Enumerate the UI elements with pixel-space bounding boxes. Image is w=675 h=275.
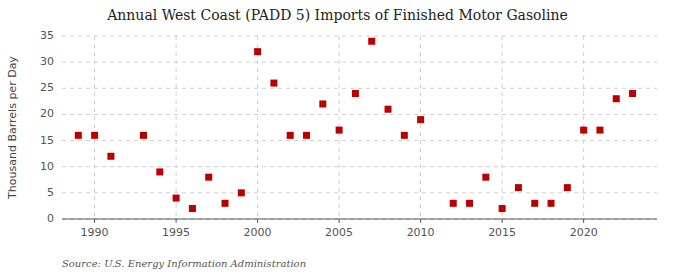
point <box>287 132 294 139</box>
y-tick-label: 0 <box>47 212 54 225</box>
point <box>596 127 603 134</box>
point <box>580 127 587 134</box>
point <box>499 205 506 212</box>
point <box>205 174 212 181</box>
point <box>173 195 180 202</box>
x-tick-label: 2000 <box>244 226 272 239</box>
axes: 0 5 10 15 20 25 30 35 1990 1995 2000 2005 2010 2015 20… <box>40 29 657 239</box>
x-tick-mark <box>339 219 340 223</box>
y-grid-line <box>62 114 657 115</box>
point <box>319 100 326 107</box>
point <box>222 200 229 207</box>
point <box>336 127 343 134</box>
point <box>107 153 114 160</box>
x-tick-label: 2015 <box>488 226 516 239</box>
point <box>254 48 261 55</box>
chart: 0 5 10 15 20 25 30 35 1990 1995 2000 2005 2010 2015 20… <box>0 0 675 275</box>
x-tick-label: 2020 <box>570 226 598 239</box>
y-tick-label: 25 <box>40 81 54 94</box>
point <box>548 200 555 207</box>
x-grid-line <box>502 36 503 219</box>
grid <box>62 36 657 219</box>
source-note: Source: U.S. Energy Information Administ… <box>62 258 306 269</box>
point <box>75 132 82 139</box>
x-tick-mark <box>176 219 177 223</box>
x-tick-label: 2005 <box>325 226 353 239</box>
chart-container: 0 5 10 15 20 25 30 35 1990 1995 2000 2005 2010 2015 20… <box>0 0 675 275</box>
point <box>417 116 424 123</box>
point <box>613 95 620 102</box>
y-grid-line <box>62 62 657 63</box>
x-tick-mark <box>502 219 503 223</box>
y-grid-line <box>62 166 657 167</box>
x-tick-mark <box>94 219 95 223</box>
x-tick-mark <box>420 219 421 223</box>
point <box>450 200 457 207</box>
y-grid-line <box>62 140 657 141</box>
y-tick-label: 15 <box>40 134 54 147</box>
point <box>629 90 636 97</box>
x-tick-mark <box>583 219 584 223</box>
points <box>75 38 636 212</box>
point <box>156 168 163 175</box>
y-grid-line <box>62 192 657 193</box>
y-tick-label: 5 <box>47 186 54 199</box>
point <box>385 106 392 113</box>
x-tick-label: 1990 <box>81 226 109 239</box>
point <box>352 90 359 97</box>
point <box>531 200 538 207</box>
x-axis-line <box>62 219 657 220</box>
point <box>140 132 147 139</box>
x-tick-label: 1995 <box>162 226 190 239</box>
x-grid-line <box>420 36 421 219</box>
point <box>303 132 310 139</box>
point <box>91 132 98 139</box>
y-tick-label: 30 <box>40 55 54 68</box>
point <box>238 189 245 196</box>
y-tick-label: 10 <box>40 160 54 173</box>
y-axis-label: Thousand Barrels per Day <box>6 56 19 200</box>
y-tick-label: 35 <box>40 29 54 42</box>
point <box>515 184 522 191</box>
point <box>482 174 489 181</box>
point <box>466 200 473 207</box>
x-grid-line <box>94 36 95 219</box>
point <box>368 38 375 45</box>
point <box>401 132 408 139</box>
title: Annual West Coast (PADD 5) Imports of Fi… <box>106 7 568 23</box>
point <box>189 205 196 212</box>
y-tick-label: 20 <box>40 107 54 120</box>
y-grid-line <box>62 219 657 220</box>
x-tick-mark <box>257 219 258 223</box>
x-tick-label: 2010 <box>407 226 435 239</box>
point <box>564 184 571 191</box>
page: {"chart_data": {"type": "scatter", "titl… <box>0 0 675 275</box>
y-grid-line <box>62 36 657 37</box>
point <box>270 80 277 87</box>
y-grid-line <box>62 88 657 89</box>
x-grid-line <box>257 36 258 219</box>
x-grid-line <box>176 36 177 219</box>
